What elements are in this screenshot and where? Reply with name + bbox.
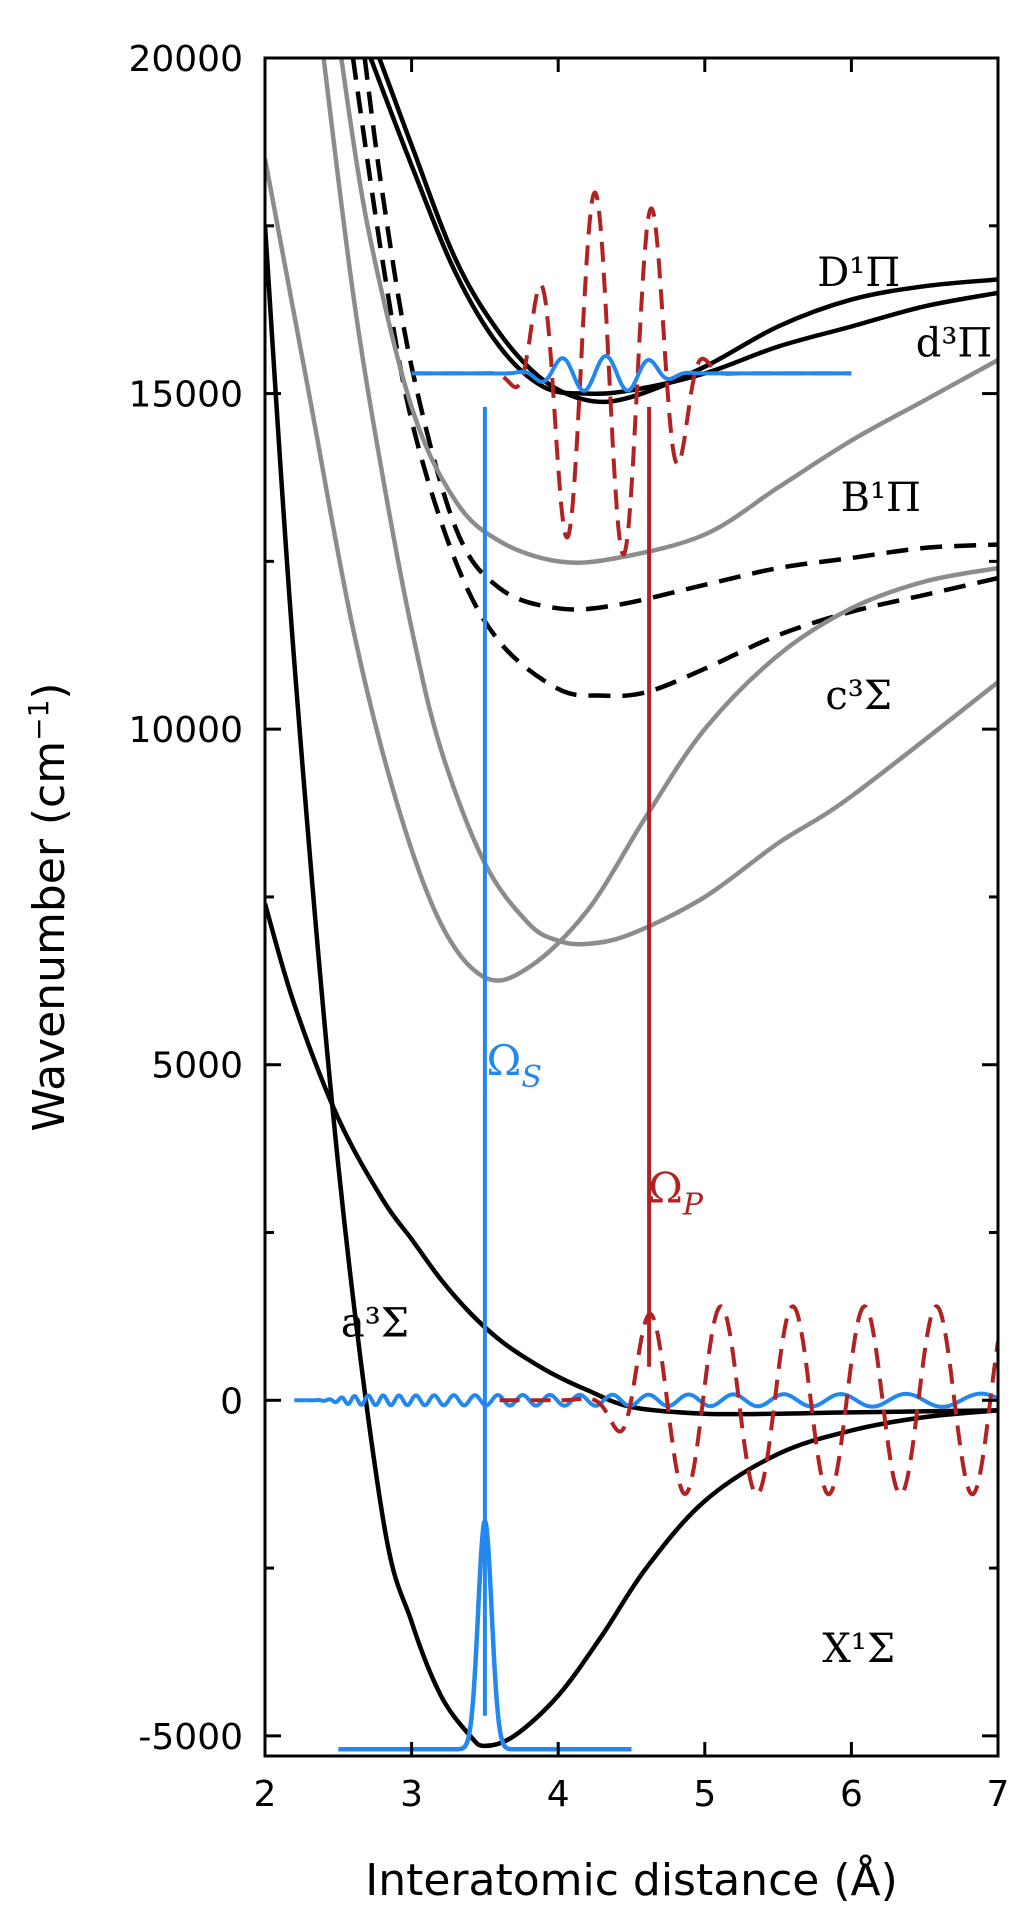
x-axis-label: Interatomic distance (Å) xyxy=(365,1853,898,1906)
y-axis-label-main: Wavenumber (cm xyxy=(24,741,75,1132)
state-labels: D¹Π d³Π B¹Π c³Σ a³Σ X¹Σ ΩS ΩP xyxy=(341,250,992,1672)
x-tick-label: 7 xyxy=(987,1774,1010,1815)
y-tick-label: -5000 xyxy=(138,1717,243,1758)
potential-curve-1 xyxy=(265,225,998,1749)
y-tick-label: 10000 xyxy=(128,710,243,751)
red-dashed-wavefunction-ground xyxy=(499,1304,998,1497)
omega-p-label: ΩP xyxy=(648,1163,704,1222)
potential-curves xyxy=(265,58,998,1749)
x-tick-label: 5 xyxy=(693,1774,716,1815)
y-tick-label: 0 xyxy=(220,1381,243,1422)
blue-excited-wavefunction xyxy=(411,354,852,393)
axis-ticks: 2 3 4 5 6 7 -5000 0 5000 10000 15000 20000 xyxy=(128,39,1009,1815)
potential-curve-9 xyxy=(265,158,998,983)
state-label: c³Σ xyxy=(825,673,892,719)
state-label: B¹Π xyxy=(841,475,921,521)
omega-subscript: S xyxy=(521,1060,542,1095)
potential-curve-7 xyxy=(338,58,998,565)
potential-curve-3 xyxy=(377,58,998,405)
state-label: d³Π xyxy=(916,321,993,367)
omega-subscript: P xyxy=(682,1187,704,1222)
potential-curve-8 xyxy=(321,58,998,947)
plot-frame xyxy=(263,56,1000,1758)
potential-curve-5 xyxy=(362,58,998,612)
y-axis-label-end: ) xyxy=(24,682,75,699)
potential-curve-4 xyxy=(368,58,998,397)
omega-s-label: ΩS xyxy=(487,1036,542,1095)
state-label: X¹Σ xyxy=(822,1626,895,1672)
x-tick-label: 4 xyxy=(547,1774,570,1815)
y-tick-label: 20000 xyxy=(128,39,243,80)
y-axis-label: Wavenumber (cm−1) xyxy=(22,682,75,1131)
y-tick-label: 5000 xyxy=(151,1046,243,1087)
wavefunctions xyxy=(294,190,998,1752)
x-tick-label: 3 xyxy=(400,1774,423,1815)
blue-continuum-wavefunction xyxy=(294,1391,998,1409)
state-label: a³Σ xyxy=(341,1301,409,1347)
y-axis-label-sup: −1 xyxy=(22,700,55,741)
y-tick-label: 15000 xyxy=(128,375,243,416)
state-label: D¹Π xyxy=(817,250,900,296)
potential-curve-6 xyxy=(350,58,998,699)
x-tick-label: 6 xyxy=(840,1774,863,1815)
x-tick-label: 2 xyxy=(254,1774,277,1815)
transition-lines xyxy=(482,406,652,1716)
